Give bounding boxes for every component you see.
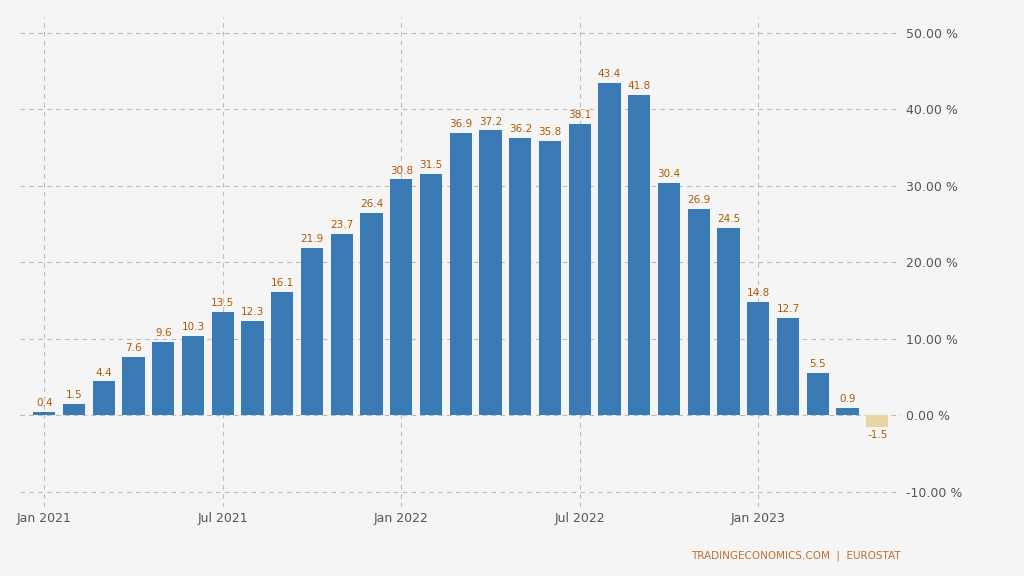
Bar — [837, 408, 859, 415]
Text: 5.5: 5.5 — [810, 359, 826, 369]
Text: 41.8: 41.8 — [628, 81, 651, 92]
Text: -1.5: -1.5 — [867, 430, 888, 441]
Text: 23.7: 23.7 — [330, 220, 353, 230]
Text: 14.8: 14.8 — [746, 288, 770, 298]
Bar — [123, 357, 144, 415]
Text: 26.9: 26.9 — [687, 195, 711, 206]
Bar — [390, 180, 413, 415]
Bar — [657, 183, 680, 415]
Bar — [301, 248, 324, 415]
Bar — [777, 318, 799, 415]
Text: 0.9: 0.9 — [840, 395, 856, 404]
Text: 21.9: 21.9 — [300, 234, 324, 244]
Text: TRADINGECONOMICS.COM  |  EUROSTAT: TRADINGECONOMICS.COM | EUROSTAT — [691, 551, 901, 562]
Text: 9.6: 9.6 — [155, 328, 172, 338]
Bar — [420, 174, 442, 415]
Bar — [539, 141, 561, 415]
Text: 38.1: 38.1 — [568, 110, 592, 120]
Text: 36.2: 36.2 — [509, 124, 531, 134]
Bar — [748, 302, 769, 415]
Bar — [450, 133, 472, 415]
Text: 36.9: 36.9 — [450, 119, 472, 129]
Bar — [242, 321, 264, 415]
Text: 24.5: 24.5 — [717, 214, 740, 224]
Text: 31.5: 31.5 — [420, 160, 442, 170]
Bar — [212, 312, 233, 415]
Bar — [62, 404, 85, 415]
Text: 1.5: 1.5 — [66, 390, 82, 400]
Bar — [718, 228, 739, 415]
Text: 35.8: 35.8 — [539, 127, 562, 138]
Text: 12.3: 12.3 — [241, 307, 264, 317]
Text: 13.5: 13.5 — [211, 298, 234, 308]
Text: 30.8: 30.8 — [390, 166, 413, 176]
Bar — [807, 373, 829, 415]
Bar — [479, 131, 502, 415]
Bar — [568, 124, 591, 415]
Bar — [628, 95, 650, 415]
Bar — [509, 138, 531, 415]
Bar — [866, 415, 889, 427]
Text: 30.4: 30.4 — [657, 169, 681, 179]
Text: 16.1: 16.1 — [270, 278, 294, 288]
Bar — [331, 234, 353, 415]
Bar — [182, 336, 204, 415]
Bar — [688, 209, 710, 415]
Text: 10.3: 10.3 — [181, 323, 205, 332]
Text: 0.4: 0.4 — [36, 398, 52, 408]
Text: 12.7: 12.7 — [776, 304, 800, 314]
Text: 7.6: 7.6 — [125, 343, 142, 353]
Bar — [271, 292, 294, 415]
Text: 26.4: 26.4 — [359, 199, 383, 209]
Bar — [92, 381, 115, 415]
Bar — [360, 213, 383, 415]
Text: 37.2: 37.2 — [479, 117, 502, 127]
Bar — [598, 83, 621, 415]
Bar — [33, 412, 55, 415]
Text: 43.4: 43.4 — [598, 69, 622, 79]
Bar — [153, 342, 174, 415]
Text: 4.4: 4.4 — [95, 367, 112, 378]
